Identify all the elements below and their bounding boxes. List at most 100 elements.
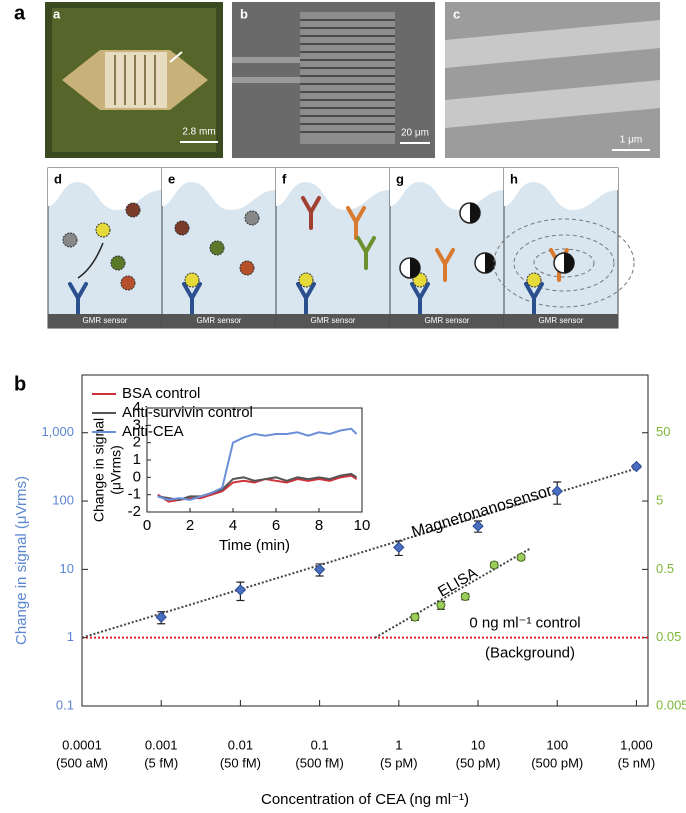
y-tick-label: 4 <box>133 399 141 416</box>
y-tick-label: 1 <box>67 629 74 644</box>
magnetic-bead <box>470 203 480 223</box>
schematic: GMR sensor f <box>275 167 391 329</box>
y-tick-label: 2 <box>133 434 141 451</box>
x-tick-sublabel: (5 fM) <box>144 755 178 770</box>
x-tick-label: 0.1 <box>311 737 329 752</box>
y-tick-label: 3 <box>133 416 141 433</box>
antigen <box>209 240 225 256</box>
field-line <box>493 218 635 308</box>
sensor-label: GMR sensor <box>311 316 356 325</box>
x-tick-label: 0.001 <box>145 737 178 752</box>
trend-line <box>81 467 637 639</box>
sensor-label: GMR sensor <box>83 316 128 325</box>
sensor-bar <box>504 314 618 328</box>
data-point <box>630 460 643 473</box>
sensor-bar <box>390 314 504 328</box>
data-point <box>516 552 526 562</box>
cell-boundary <box>276 168 390 210</box>
data-point <box>489 560 499 570</box>
cell-boundary <box>162 168 276 210</box>
antigen <box>298 272 314 288</box>
data-point <box>313 563 326 576</box>
x-tick-label: 0.01 <box>228 737 253 752</box>
y2-tick-label: 0.005 <box>656 697 686 712</box>
antigen <box>174 220 190 236</box>
x-tick-label: 6 <box>272 517 280 534</box>
x-tick-sublabel: (5 pM) <box>380 755 418 770</box>
x-tick-sublabel: (500 fM) <box>295 755 343 770</box>
x-axis-label: Concentration of CEA (ng ml⁻¹) <box>261 791 469 808</box>
sensor-bar <box>48 314 162 328</box>
sensor-label: GMR sensor <box>425 316 470 325</box>
y-tick-label: -1 <box>128 486 141 503</box>
series-annotation: Magnetonanosensor <box>410 482 555 541</box>
antibody <box>435 248 455 282</box>
x-tick-sublabel: (5 nM) <box>618 755 656 770</box>
micrograph-label: c <box>453 6 460 21</box>
scale-bar-label: 20 μm <box>401 128 429 139</box>
magnetic-bead <box>485 253 495 273</box>
data-point <box>436 600 446 610</box>
x-tick-label: 1 <box>395 737 402 752</box>
schematic: GMR sensor h <box>493 167 635 329</box>
x-tick-sublabel: (50 pM) <box>456 755 501 770</box>
arrow <box>77 242 104 279</box>
schematic-label: e <box>168 171 175 186</box>
legend-label: Anti-CEA <box>122 423 184 440</box>
field-line <box>513 234 615 292</box>
data-point <box>460 592 470 602</box>
antibody <box>346 206 366 240</box>
antibody <box>301 196 321 230</box>
scale-bar-label: 2.8 mm <box>182 127 215 138</box>
y2-tick-label: 5 <box>656 492 663 507</box>
legend-label: Anti-survivin control <box>122 404 253 421</box>
antigen <box>526 272 542 288</box>
panel-label: a <box>14 2 26 24</box>
sensor-bar <box>276 314 390 328</box>
field-line <box>533 248 595 278</box>
x-tick-label: 4 <box>229 517 237 534</box>
series-line <box>157 427 358 501</box>
cell-boundary <box>48 168 162 210</box>
trend-line <box>374 547 531 639</box>
micrograph-label: b <box>240 6 248 21</box>
x-tick-sublabel: (500 pM) <box>531 755 583 770</box>
sensor-bar <box>162 314 276 328</box>
data-point <box>472 520 484 532</box>
schematic-label: d <box>54 171 62 186</box>
data-point <box>155 611 167 623</box>
micrograph-label: a <box>53 6 61 21</box>
y-tick-label: 100 <box>52 492 74 507</box>
y-axis-label: Change in signal <box>91 418 107 522</box>
antigen <box>110 255 126 271</box>
y-tick-label: 10 <box>60 561 74 576</box>
y2-tick-label: 0.5 <box>656 561 674 576</box>
panel-label: b <box>14 373 26 395</box>
x-tick-label: 2 <box>186 517 194 534</box>
antigen <box>244 210 260 226</box>
scale-bar-label: 1 μm <box>620 135 642 146</box>
y-tick-label: 0.1 <box>56 697 74 712</box>
antibody <box>182 282 202 316</box>
cell-boundary <box>390 168 504 210</box>
y-tick-label: 1 <box>133 451 141 468</box>
antigen <box>120 275 136 291</box>
legend-label: BSA control <box>122 385 200 402</box>
antibody <box>68 282 88 316</box>
x-tick-sublabel: (500 aM) <box>56 755 108 770</box>
y-tick-label: 1,000 <box>41 424 74 439</box>
antibody <box>410 282 430 316</box>
antibody <box>524 282 544 316</box>
schematic: GMR sensor d <box>47 167 163 329</box>
data-point <box>393 541 405 554</box>
sensor-label: GMR sensor <box>197 316 242 325</box>
data-point <box>234 584 247 596</box>
antigen <box>239 260 255 276</box>
sensor-label: GMR sensor <box>539 316 584 325</box>
reference-sublabel: (Background) <box>485 645 575 662</box>
x-tick-label: 10 <box>471 737 485 752</box>
y2-tick-label: 0.05 <box>656 629 681 644</box>
y-tick-label: -2 <box>128 503 141 520</box>
